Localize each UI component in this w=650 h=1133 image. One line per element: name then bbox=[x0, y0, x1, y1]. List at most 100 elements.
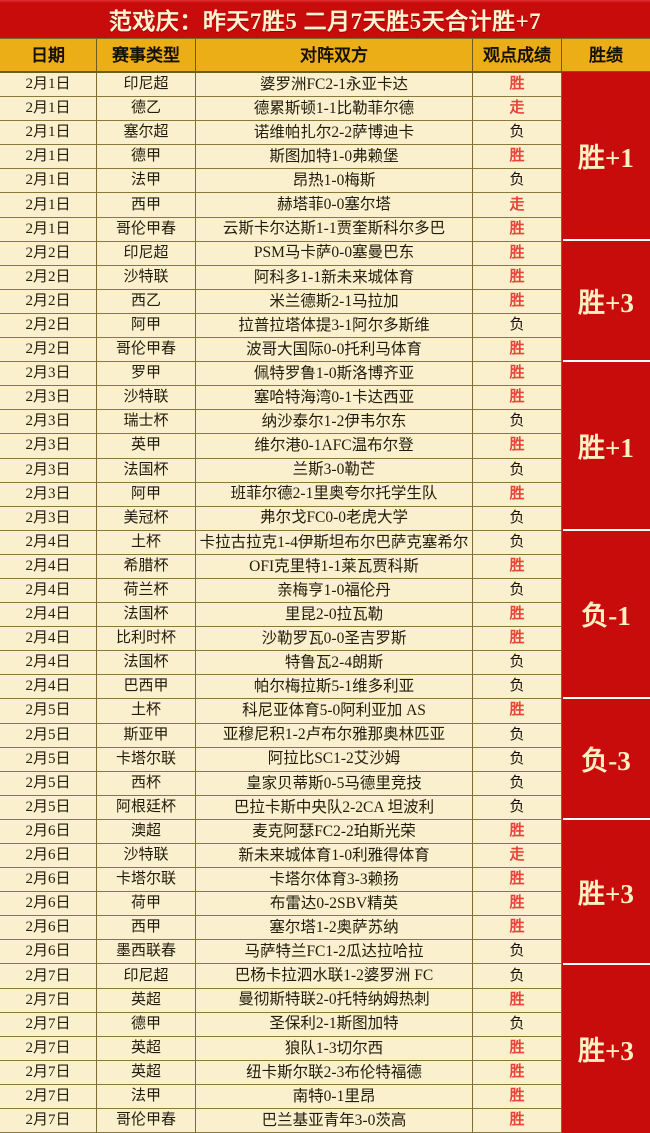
cell-result: 胜 bbox=[473, 1060, 562, 1085]
column-header-streak: 胜绩 bbox=[562, 39, 650, 73]
cell-league: 澳超 bbox=[97, 819, 196, 844]
cell-result: 负 bbox=[473, 795, 562, 820]
cell-result: 胜 bbox=[473, 386, 562, 411]
cell-league: 卡塔尔联 bbox=[97, 747, 196, 772]
table-row: 2月2日 哥伦甲春 波哥大国际0-0托利马体育胜 bbox=[0, 338, 650, 363]
cell-streak-spacer bbox=[562, 97, 650, 122]
cell-streak-spacer bbox=[562, 265, 650, 290]
cell-result: 胜 bbox=[473, 603, 562, 628]
cell-match: 南特0-1里昂 bbox=[196, 1084, 473, 1110]
cell-streak-spacer bbox=[562, 1012, 650, 1037]
table-row: 2月4日 土杯 卡拉古拉克1-4伊斯坦布尔巴萨克塞希尔负 bbox=[0, 530, 650, 555]
cell-match: 特鲁瓦2-4朗斯 bbox=[196, 651, 473, 676]
cell-date: 2月3日 bbox=[0, 506, 97, 531]
cell-streak-spacer bbox=[562, 940, 650, 965]
cell-date: 2月7日 bbox=[0, 1012, 97, 1037]
cell-date: 2月4日 bbox=[0, 651, 97, 676]
cell-date: 2月7日 bbox=[0, 988, 97, 1013]
cell-date: 2月2日 bbox=[0, 265, 97, 290]
cell-match: 纽卡斯尔联2-3布伦特福德 bbox=[196, 1060, 473, 1085]
cell-league: 塞尔超 bbox=[97, 121, 196, 146]
cell-date: 2月1日 bbox=[0, 73, 97, 98]
table-row: 2月5日 斯亚甲 亚穆尼积1-2卢布尔雅那奥林匹亚负 bbox=[0, 723, 650, 748]
cell-date: 2月3日 bbox=[0, 410, 97, 435]
table-row: 2月4日 法国杯 特鲁瓦2-4朗斯负 bbox=[0, 651, 650, 676]
cell-date: 2月4日 bbox=[0, 554, 97, 579]
cell-result: 走 bbox=[473, 97, 562, 122]
cell-result: 胜 bbox=[473, 868, 562, 893]
cell-date: 2月2日 bbox=[0, 313, 97, 339]
cell-match: OFI克里特1-1莱瓦贾科斯 bbox=[196, 554, 473, 579]
cell-date: 2月5日 bbox=[0, 723, 97, 748]
cell-result: 胜 bbox=[473, 217, 562, 242]
table-row: 2月3日 法国杯 兰斯3-0勒芒负 bbox=[0, 458, 650, 483]
cell-match: 米兰德斯2-1马拉加 bbox=[196, 289, 473, 314]
table-row: 2月3日 罗甲 佩特罗鲁1-0斯洛博齐亚胜 bbox=[0, 362, 650, 387]
cell-league: 希腊杯 bbox=[97, 554, 196, 579]
cell-streak-spacer bbox=[562, 362, 650, 387]
table-row: 2月7日 印尼超 巴杨卡拉泗水联1-2婆罗洲 FC 负 bbox=[0, 964, 650, 989]
table-row: 2月4日 比利时杯 沙勒罗瓦0-0圣吉罗斯胜 bbox=[0, 627, 650, 652]
cell-match: 云斯卡尔达斯1-1贾奎斯科尔多巴 bbox=[196, 217, 473, 242]
cell-match: 卡拉古拉克1-4伊斯坦布尔巴萨克塞希尔 bbox=[196, 530, 473, 555]
table-row: 2月7日 哥伦甲春 巴兰基亚青年3-0茨高胜 bbox=[0, 1109, 650, 1133]
cell-date: 2月6日 bbox=[0, 868, 97, 893]
cell-match: 帕尔梅拉斯5-1维多利亚 bbox=[196, 675, 473, 700]
cell-streak-spacer bbox=[562, 988, 650, 1013]
table-row: 2月3日 阿甲 班菲尔德2-1里奥夸尔托学生队胜 bbox=[0, 482, 650, 507]
cell-result: 胜 bbox=[473, 482, 562, 507]
table-row: 2月1日 哥伦甲春 云斯卡尔达斯1-1贾奎斯科尔多巴胜 bbox=[0, 217, 650, 242]
cell-match: 卡塔尔体育3-3赖扬 bbox=[196, 868, 473, 893]
cell-streak-spacer bbox=[562, 1109, 650, 1133]
cell-streak-spacer bbox=[562, 964, 650, 989]
cell-date: 2月7日 bbox=[0, 1084, 97, 1110]
table-row: 2月1日 塞尔超 诺维帕扎尔2-2萨博迪卡负 bbox=[0, 121, 650, 146]
cell-match: 弗尔戈FC0-0老虎大学 bbox=[196, 506, 473, 531]
cell-result: 走 bbox=[473, 844, 562, 869]
cell-match: 布雷达0-2SBV精英 bbox=[196, 892, 473, 917]
cell-match: 皇家贝蒂斯0-5马德里竞技 bbox=[196, 771, 473, 796]
cell-streak-spacer bbox=[562, 1060, 650, 1085]
cell-date: 2月3日 bbox=[0, 482, 97, 507]
cell-date: 2月7日 bbox=[0, 1036, 97, 1061]
cell-date: 2月6日 bbox=[0, 916, 97, 941]
cell-match: 婆罗洲FC2-1永亚卡达 bbox=[196, 73, 473, 98]
cell-result: 负 bbox=[473, 313, 562, 339]
cell-result: 负 bbox=[473, 675, 562, 700]
cell-streak-spacer bbox=[562, 651, 650, 676]
cell-streak-spacer bbox=[562, 241, 650, 266]
cell-result: 负 bbox=[473, 506, 562, 531]
cell-league: 英超 bbox=[97, 1036, 196, 1061]
table-row: 2月7日 法甲 南特0-1里昂胜 bbox=[0, 1084, 650, 1110]
cell-result: 负 bbox=[473, 578, 562, 604]
cell-result: 胜 bbox=[473, 988, 562, 1013]
cell-streak-spacer bbox=[562, 916, 650, 941]
title-banner: 范戏庆：昨天7胜5 二月7天胜5天合计胜+7 bbox=[0, 0, 650, 38]
cell-date: 2月1日 bbox=[0, 121, 97, 146]
table-row: 2月6日 墨西联春 马萨特兰FC1-2瓜达拉哈拉负 bbox=[0, 940, 650, 965]
table-row: 2月7日 英超 曼彻斯特联2-0托特纳姆热刺胜 bbox=[0, 988, 650, 1013]
table-row: 2月2日 沙特联 阿科多1-1新未来城体育胜 bbox=[0, 265, 650, 290]
cell-result: 负 bbox=[473, 530, 562, 555]
cell-match: 德累斯顿1-1比勒菲尔德 bbox=[196, 97, 473, 122]
table-row: 2月1日 德甲 斯图加特1-0弗赖堡胜 bbox=[0, 145, 650, 170]
cell-streak-spacer bbox=[562, 338, 650, 363]
cell-streak-spacer bbox=[562, 289, 650, 314]
cell-league: 阿甲 bbox=[97, 313, 196, 339]
table-row: 2月5日 土杯 科尼亚体育5-0阿利亚加 AS 胜 bbox=[0, 699, 650, 724]
table-row: 2月4日 法国杯 里昆2-0拉瓦勒胜 bbox=[0, 603, 650, 628]
cell-match: 昂热1-0梅斯 bbox=[196, 169, 473, 194]
table-row: 2月5日 阿根廷杯 巴拉卡斯中央队2-2CA 坦波利负 bbox=[0, 795, 650, 820]
column-header-date: 日期 bbox=[0, 39, 97, 73]
column-header-league: 赛事类型 bbox=[97, 39, 196, 73]
cell-date: 2月4日 bbox=[0, 675, 97, 700]
cell-date: 2月2日 bbox=[0, 241, 97, 266]
cell-league: 哥伦甲春 bbox=[97, 217, 196, 242]
table-row: 2月7日 英超 纽卡斯尔联2-3布伦特福德胜 bbox=[0, 1060, 650, 1085]
cell-date: 2月5日 bbox=[0, 771, 97, 796]
cell-date: 2月3日 bbox=[0, 362, 97, 387]
table-body: 2月1日 印尼超 婆罗洲FC2-1永亚卡达胜 2月1日 德乙 德累斯顿1-1比勒菲尔德走 2… bbox=[0, 73, 650, 1133]
cell-streak-spacer bbox=[562, 819, 650, 844]
cell-match: 曼彻斯特联2-0托特纳姆热刺 bbox=[196, 988, 473, 1013]
